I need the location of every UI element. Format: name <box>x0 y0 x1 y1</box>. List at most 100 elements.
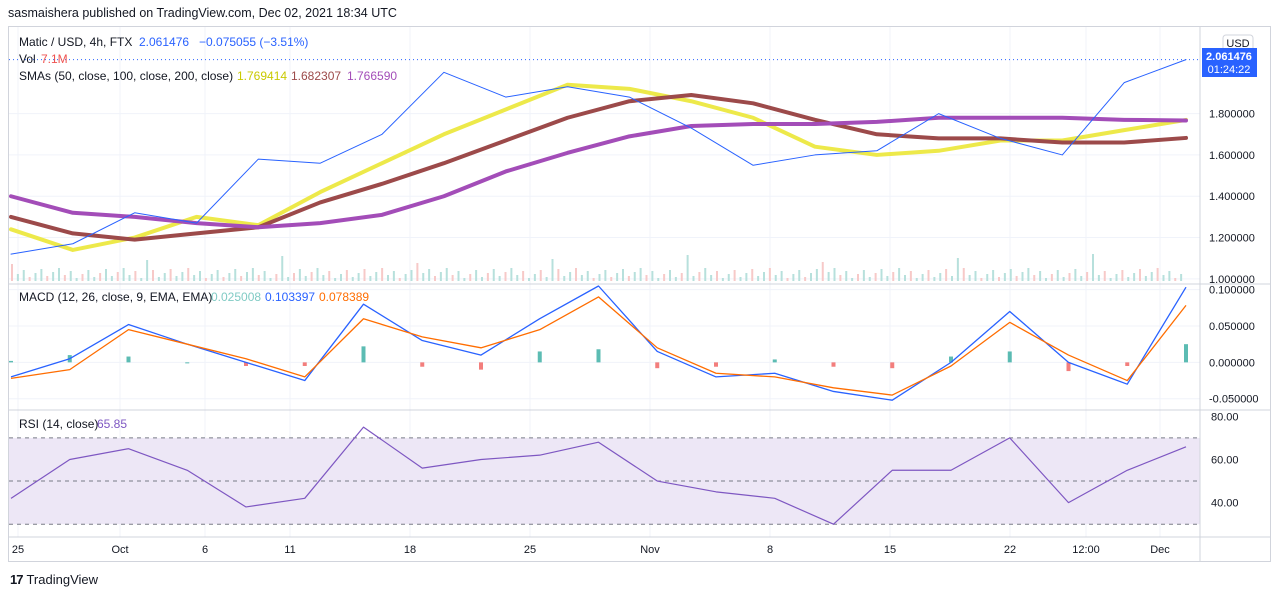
volume-bar <box>445 268 448 281</box>
volume-bar <box>522 271 525 281</box>
volume-bar <box>780 271 783 281</box>
legend-change: −0.075055 (−3.51%) <box>199 35 308 49</box>
volume-bar <box>692 276 695 281</box>
volume-bar <box>1133 273 1136 281</box>
legend-vol-value: 7.1M <box>41 52 68 66</box>
legend-last-price: 2.061476 <box>139 35 189 49</box>
volume-bar <box>1021 272 1024 281</box>
volume-bar <box>204 278 207 281</box>
volume-bar <box>927 270 930 281</box>
volume-bar <box>604 270 607 281</box>
volume-bar <box>810 273 812 281</box>
legend-symbol: Matic / USD, 4h, FTX <box>19 35 132 49</box>
macd-histogram-bar <box>537 351 542 363</box>
macd-tick-label: 0.000000 <box>1209 357 1255 369</box>
volume-bar <box>146 260 149 281</box>
volume-bar <box>904 275 906 281</box>
volume-bar <box>169 269 172 281</box>
volume-bar <box>52 272 55 281</box>
volume-bar <box>510 268 513 281</box>
macd-histogram-bar <box>126 356 131 363</box>
volume-bar <box>1086 272 1089 281</box>
volume-bar <box>686 255 689 281</box>
volume-bars <box>11 254 1183 281</box>
time-tick-label: Oct <box>111 544 128 556</box>
volume-bar <box>992 270 995 281</box>
volume-bar <box>786 278 789 281</box>
volume-bar <box>663 274 666 281</box>
series-line-matic-usd <box>10 59 1187 255</box>
volume-bar <box>980 278 983 281</box>
volume-bar <box>310 272 313 281</box>
volume-bar <box>81 274 84 281</box>
volume-bar <box>839 275 842 281</box>
volume-bar <box>387 275 389 281</box>
volume-bar <box>304 276 307 281</box>
legend-macd-hist: 0.025008 <box>211 290 261 304</box>
volume-bar <box>193 275 196 281</box>
volume-bar <box>539 270 542 281</box>
rsi-tick-label: 80.00 <box>1211 411 1239 423</box>
rsi-tick-label: 40.00 <box>1211 498 1239 510</box>
volume-bar <box>798 270 801 281</box>
volume-bar <box>110 276 113 281</box>
macd-pane <box>9 285 1188 401</box>
volume-bar <box>428 269 431 281</box>
volume-bar <box>345 270 348 281</box>
volume-bar <box>498 276 501 281</box>
macd-histogram-bar <box>479 362 483 370</box>
volume-bar <box>328 271 331 281</box>
volume-bar <box>439 272 442 281</box>
volume-bar <box>404 274 407 281</box>
volume-bar <box>246 272 248 281</box>
volume-bar <box>956 258 959 281</box>
volume-bar <box>322 275 325 281</box>
footer-brand[interactable]: 17 TradingView <box>10 572 98 587</box>
price-tick-label: 1.600000 <box>1209 150 1255 162</box>
volume-bar <box>22 270 25 281</box>
volume-bar <box>369 276 372 281</box>
volume-bar <box>710 275 713 281</box>
volume-bar <box>792 274 795 281</box>
svg-text:2.061476: 2.061476 <box>1206 51 1252 63</box>
macd-histogram-bar <box>1184 344 1188 363</box>
volume-bar <box>1033 275 1036 281</box>
volume-bar <box>545 277 548 281</box>
legend-rsi-label: RSI (14, close) <box>19 417 98 431</box>
volume-bar <box>157 277 160 281</box>
volume-bar <box>892 272 895 281</box>
macd-histogram-bar <box>361 346 366 363</box>
volume-bar <box>898 268 901 281</box>
legend-rsi-value: 65.85 <box>97 417 127 431</box>
time-tick-label: 12:00 <box>1072 544 1100 556</box>
volume-bar <box>575 268 577 281</box>
volume-bar <box>128 275 131 281</box>
tradingview-logo-icon: 17 <box>10 572 24 587</box>
volume-bar <box>833 268 836 281</box>
volume-bar <box>269 278 272 281</box>
price-tick-label: 1.200000 <box>1209 233 1255 245</box>
volume-bar <box>281 256 284 281</box>
volume-bar <box>481 277 483 281</box>
volume-bar <box>287 277 290 281</box>
volume-bar <box>398 278 401 281</box>
volume-bar <box>11 264 13 281</box>
price-tick-label: 1.000000 <box>1209 274 1255 286</box>
series-line-macd <box>10 285 1187 401</box>
volume-bar <box>1074 269 1077 281</box>
volume-bar <box>639 268 642 281</box>
time-tick-label: Nov <box>640 544 660 556</box>
volume-bar <box>968 275 971 281</box>
volume-bar <box>745 273 748 281</box>
volume-bar <box>880 269 883 281</box>
volume-bar <box>210 274 213 281</box>
volume-bar <box>1103 271 1106 281</box>
macd-histogram-bar <box>244 362 248 366</box>
volume-bar <box>1168 271 1171 281</box>
chart-svg[interactable]: 25 Oct 6 11 18 25 Nov 8 15 22 12:00 Dec 1.000000 1.20… <box>9 27 1270 561</box>
macd-histogram-bar <box>890 362 895 369</box>
volume-bar <box>886 276 889 281</box>
volume-bar <box>334 278 337 281</box>
volume-bar <box>293 273 295 281</box>
volume-bar <box>504 272 507 281</box>
